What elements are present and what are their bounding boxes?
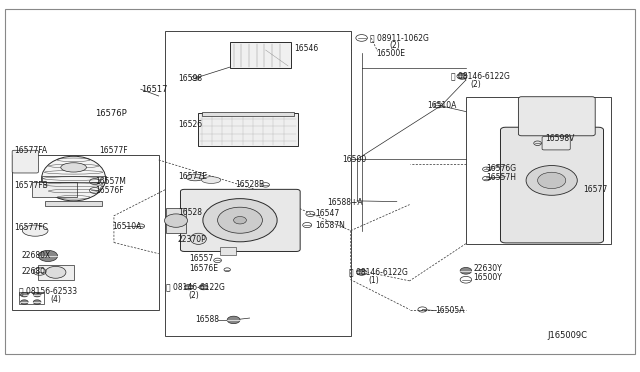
- Circle shape: [38, 250, 58, 262]
- FancyBboxPatch shape: [180, 189, 300, 251]
- Circle shape: [218, 207, 262, 233]
- Text: 16557: 16557: [189, 254, 213, 263]
- Circle shape: [199, 285, 208, 290]
- Circle shape: [538, 172, 566, 189]
- Text: 16500E: 16500E: [376, 49, 405, 58]
- Circle shape: [33, 300, 41, 304]
- Circle shape: [457, 73, 467, 79]
- Circle shape: [184, 285, 193, 290]
- Circle shape: [20, 292, 28, 297]
- Bar: [12, 155, 159, 310]
- Text: Ⓑ 08146-6122G: Ⓑ 08146-6122G: [451, 72, 510, 81]
- Text: 16577FB: 16577FB: [14, 182, 48, 190]
- Text: 16546: 16546: [294, 44, 319, 53]
- FancyBboxPatch shape: [542, 137, 570, 150]
- Text: 22370P: 22370P: [178, 235, 207, 244]
- Bar: [45, 201, 102, 206]
- Text: 16588: 16588: [195, 315, 219, 324]
- FancyBboxPatch shape: [12, 150, 38, 173]
- Text: 16598: 16598: [178, 74, 202, 83]
- Text: 16577FC: 16577FC: [14, 223, 48, 232]
- Text: 16576E: 16576E: [189, 264, 218, 273]
- Circle shape: [203, 199, 277, 242]
- Ellipse shape: [202, 177, 221, 183]
- Bar: [165, 31, 351, 336]
- Text: 16510A: 16510A: [428, 101, 457, 110]
- Text: 16528B: 16528B: [236, 180, 265, 189]
- Text: Ⓑ 08146-6122G: Ⓑ 08146-6122G: [166, 283, 225, 292]
- Ellipse shape: [61, 163, 86, 172]
- Text: J165009C: J165009C: [547, 331, 588, 340]
- Text: 16557M: 16557M: [95, 177, 125, 186]
- Circle shape: [45, 266, 66, 278]
- Circle shape: [460, 267, 472, 274]
- Bar: [202, 112, 294, 116]
- Text: Ⓑ 08156-62533: Ⓑ 08156-62533: [19, 286, 77, 295]
- Text: 16598V: 16598V: [545, 134, 575, 143]
- Bar: [166, 208, 186, 232]
- Text: 16510A: 16510A: [112, 222, 141, 231]
- Text: 16577: 16577: [584, 185, 608, 194]
- Text: 16577F: 16577F: [99, 146, 128, 155]
- Text: 22680: 22680: [21, 267, 45, 276]
- Ellipse shape: [186, 174, 204, 181]
- Circle shape: [20, 300, 28, 304]
- Text: 16577E: 16577E: [178, 172, 207, 181]
- Text: (2): (2): [189, 291, 200, 300]
- Circle shape: [227, 316, 240, 324]
- Circle shape: [164, 214, 188, 227]
- Ellipse shape: [22, 225, 48, 236]
- Circle shape: [33, 292, 41, 297]
- Circle shape: [526, 166, 577, 195]
- Text: 16576F: 16576F: [95, 186, 124, 195]
- Circle shape: [234, 217, 246, 224]
- Bar: [466, 97, 611, 244]
- Text: 16577FA: 16577FA: [14, 146, 47, 155]
- Bar: [220, 247, 236, 255]
- Text: 16576P: 16576P: [95, 109, 127, 118]
- Text: 16500: 16500: [342, 155, 367, 164]
- Text: 16528: 16528: [178, 208, 202, 217]
- Text: (2): (2): [470, 80, 481, 89]
- Text: (2): (2): [389, 41, 400, 50]
- Text: (4): (4): [50, 295, 61, 304]
- Text: 22680X: 22680X: [21, 251, 51, 260]
- Text: 16557H: 16557H: [486, 173, 516, 182]
- FancyBboxPatch shape: [518, 97, 595, 136]
- Text: 16587N: 16587N: [315, 221, 345, 230]
- Text: 16547: 16547: [315, 209, 339, 218]
- Text: 16505A: 16505A: [435, 306, 465, 315]
- Text: Ⓑ 08146-6122G: Ⓑ 08146-6122G: [349, 268, 408, 277]
- Bar: [42, 176, 106, 182]
- Text: Ⓝ 08911-1062G: Ⓝ 08911-1062G: [370, 33, 429, 42]
- Text: 22630Y: 22630Y: [474, 264, 502, 273]
- Bar: [230, 42, 291, 68]
- FancyBboxPatch shape: [500, 127, 604, 243]
- Text: 16576G: 16576G: [486, 164, 516, 173]
- Circle shape: [356, 269, 367, 275]
- Bar: [38, 265, 74, 280]
- Bar: [19, 292, 44, 304]
- Bar: [32, 182, 77, 197]
- Ellipse shape: [191, 233, 206, 244]
- Text: 16500Y: 16500Y: [474, 273, 502, 282]
- Ellipse shape: [42, 156, 106, 201]
- Text: 16526: 16526: [178, 120, 202, 129]
- Text: 16588+A: 16588+A: [328, 198, 364, 207]
- Bar: [198, 113, 298, 146]
- Text: 16517: 16517: [141, 85, 167, 94]
- Text: (1): (1): [368, 276, 379, 285]
